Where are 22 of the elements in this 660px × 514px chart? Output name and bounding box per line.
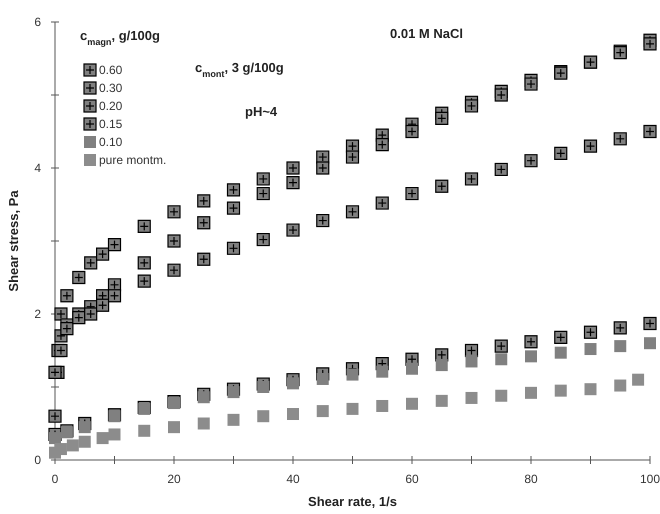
legend-label: 0.10: [99, 135, 123, 149]
legend-label: 0.60: [99, 63, 123, 77]
x-tick-label: 60: [405, 472, 419, 486]
legend-label: 0.15: [99, 117, 123, 131]
annotation: 0.01 M NaCl: [390, 26, 463, 41]
legend-label: 0.20: [99, 99, 123, 113]
legend-label: pure montm.: [99, 153, 166, 167]
x-tick-label: 20: [167, 472, 181, 486]
x-tick-label: 40: [286, 472, 300, 486]
x-tick-label: 100: [640, 472, 660, 486]
x-tick-label: 0: [52, 472, 59, 486]
y-axis-title: Shear stress, Pa: [6, 190, 21, 292]
y-tick-label: 4: [34, 161, 42, 175]
legend-label: 0.30: [99, 81, 123, 95]
legend-title: c$_{magn}$, g/100g: [80, 28, 160, 47]
y-tick-label: 0: [34, 453, 42, 467]
x-axis-title: Shear rate, 1/s: [308, 494, 397, 509]
y-tick-label: 6: [34, 15, 42, 29]
annotation: c$_{mont}$, 3 g/100g: [195, 60, 284, 79]
x-tick-label: 80: [524, 472, 538, 486]
y-tick-label: 2: [34, 307, 42, 321]
annotation: pH~4: [245, 104, 278, 119]
